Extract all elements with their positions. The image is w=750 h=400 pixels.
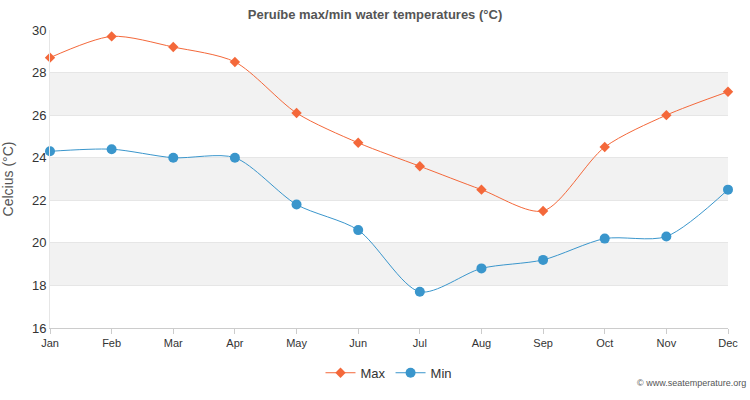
svg-text:16: 16 xyxy=(32,321,46,336)
svg-text:Nov: Nov xyxy=(657,337,677,349)
svg-text:Jul: Jul xyxy=(413,337,427,349)
svg-text:30: 30 xyxy=(32,23,46,38)
svg-text:Peruíbe max/min water temperat: Peruíbe max/min water temperatures (°C) xyxy=(248,7,502,22)
svg-text:Jan: Jan xyxy=(41,337,59,349)
svg-text:26: 26 xyxy=(32,108,46,123)
svg-text:20: 20 xyxy=(32,235,46,250)
svg-text:Jun: Jun xyxy=(349,337,367,349)
svg-text:Apr: Apr xyxy=(226,337,243,349)
svg-text:Max: Max xyxy=(361,366,386,381)
svg-text:Celcius (°C): Celcius (°C) xyxy=(0,142,16,217)
svg-text:22: 22 xyxy=(32,193,46,208)
svg-text:18: 18 xyxy=(32,278,46,293)
svg-text:Mar: Mar xyxy=(164,337,183,349)
svg-text:Dec: Dec xyxy=(718,337,738,349)
svg-text:Oct: Oct xyxy=(596,337,613,349)
svg-text:Feb: Feb xyxy=(102,337,121,349)
svg-text:Sep: Sep xyxy=(533,337,553,349)
svg-text:May: May xyxy=(286,337,307,349)
svg-text:© www.seatemperature.org: © www.seatemperature.org xyxy=(637,378,746,388)
svg-text:Aug: Aug xyxy=(472,337,492,349)
svg-text:28: 28 xyxy=(32,65,46,80)
svg-text:24: 24 xyxy=(32,150,46,165)
svg-text:Min: Min xyxy=(431,366,452,381)
